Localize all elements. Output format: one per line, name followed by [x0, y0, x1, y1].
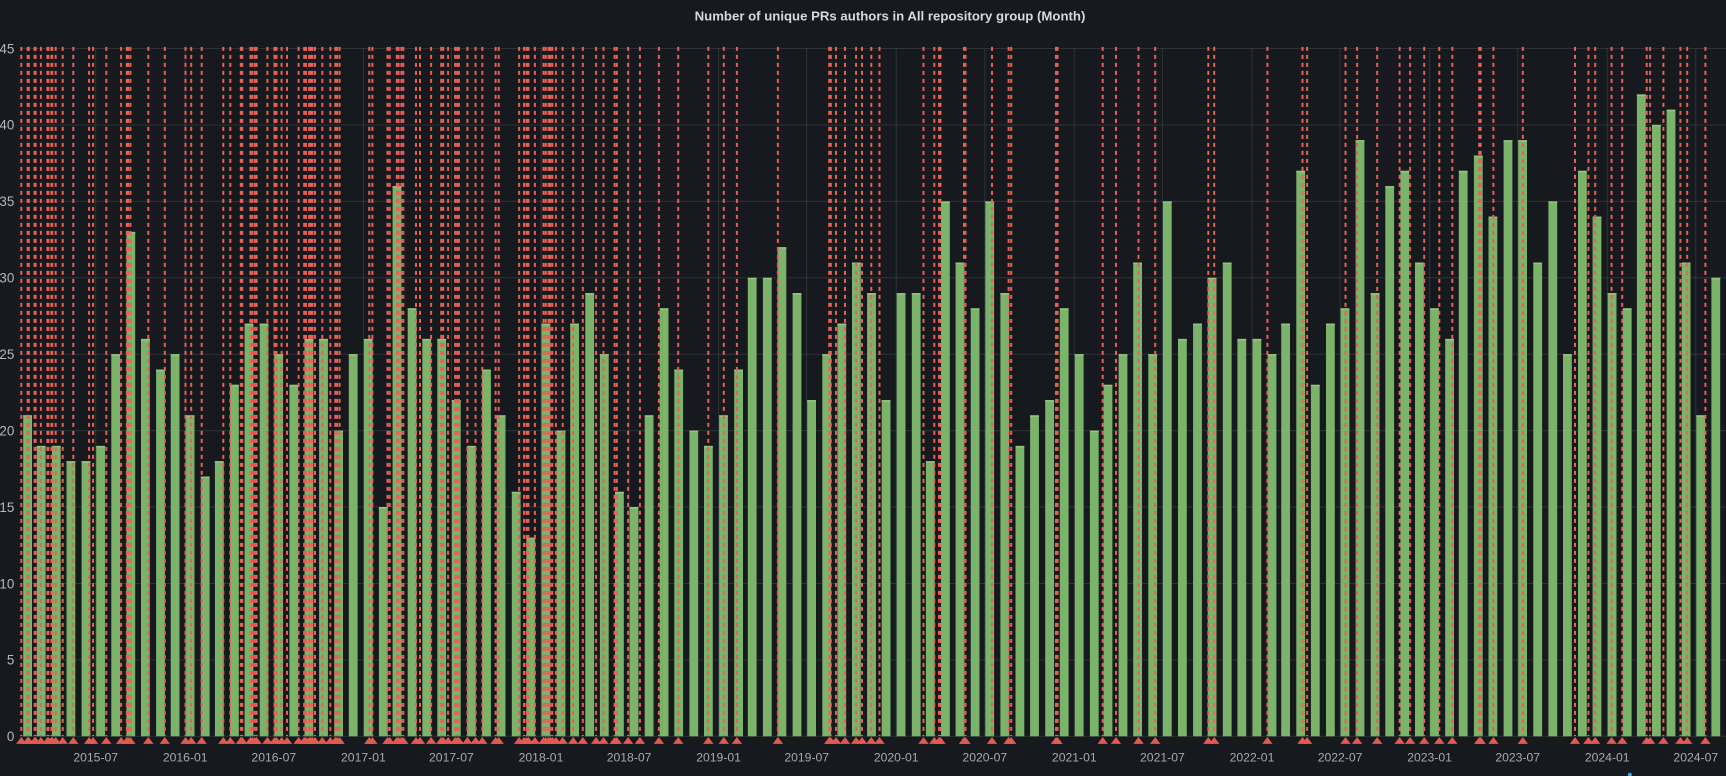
svg-text:Number of unique PRs authors i: Number of unique PRs authors in All repo…	[695, 8, 1086, 23]
svg-text:2017-07: 2017-07	[429, 751, 474, 765]
svg-text:2019-07: 2019-07	[784, 751, 829, 765]
svg-text:2021-01: 2021-01	[1052, 751, 1097, 765]
svg-text:20: 20	[0, 423, 14, 438]
svg-text:2018-01: 2018-01	[519, 751, 564, 765]
svg-text:10: 10	[0, 576, 14, 591]
svg-text:2020-07: 2020-07	[962, 751, 1007, 765]
svg-text:2022-07: 2022-07	[1318, 751, 1363, 765]
svg-text:2019-01: 2019-01	[696, 751, 741, 765]
svg-text:0: 0	[7, 729, 14, 744]
svg-text:2024-01: 2024-01	[1585, 751, 1630, 765]
svg-text:2024-07: 2024-07	[1673, 751, 1718, 765]
svg-text:15: 15	[0, 500, 14, 515]
svg-text:25: 25	[0, 347, 14, 362]
svg-text:45: 45	[0, 41, 14, 56]
svg-text:2015-07: 2015-07	[73, 751, 118, 765]
svg-text:2020-01: 2020-01	[874, 751, 919, 765]
svg-text:2017-01: 2017-01	[341, 751, 386, 765]
svg-text:2023-01: 2023-01	[1407, 751, 1452, 765]
svg-text:2016-07: 2016-07	[251, 751, 296, 765]
svg-text:2021-07: 2021-07	[1140, 751, 1185, 765]
svg-text:2018-07: 2018-07	[607, 751, 652, 765]
svg-text:5: 5	[7, 653, 14, 668]
svg-text:2022-01: 2022-01	[1230, 751, 1275, 765]
svg-text:35: 35	[0, 194, 14, 209]
svg-text:2023-07: 2023-07	[1495, 751, 1540, 765]
svg-text:2016-01: 2016-01	[163, 751, 208, 765]
svg-text:30: 30	[0, 271, 14, 286]
svg-text:40: 40	[0, 118, 14, 133]
